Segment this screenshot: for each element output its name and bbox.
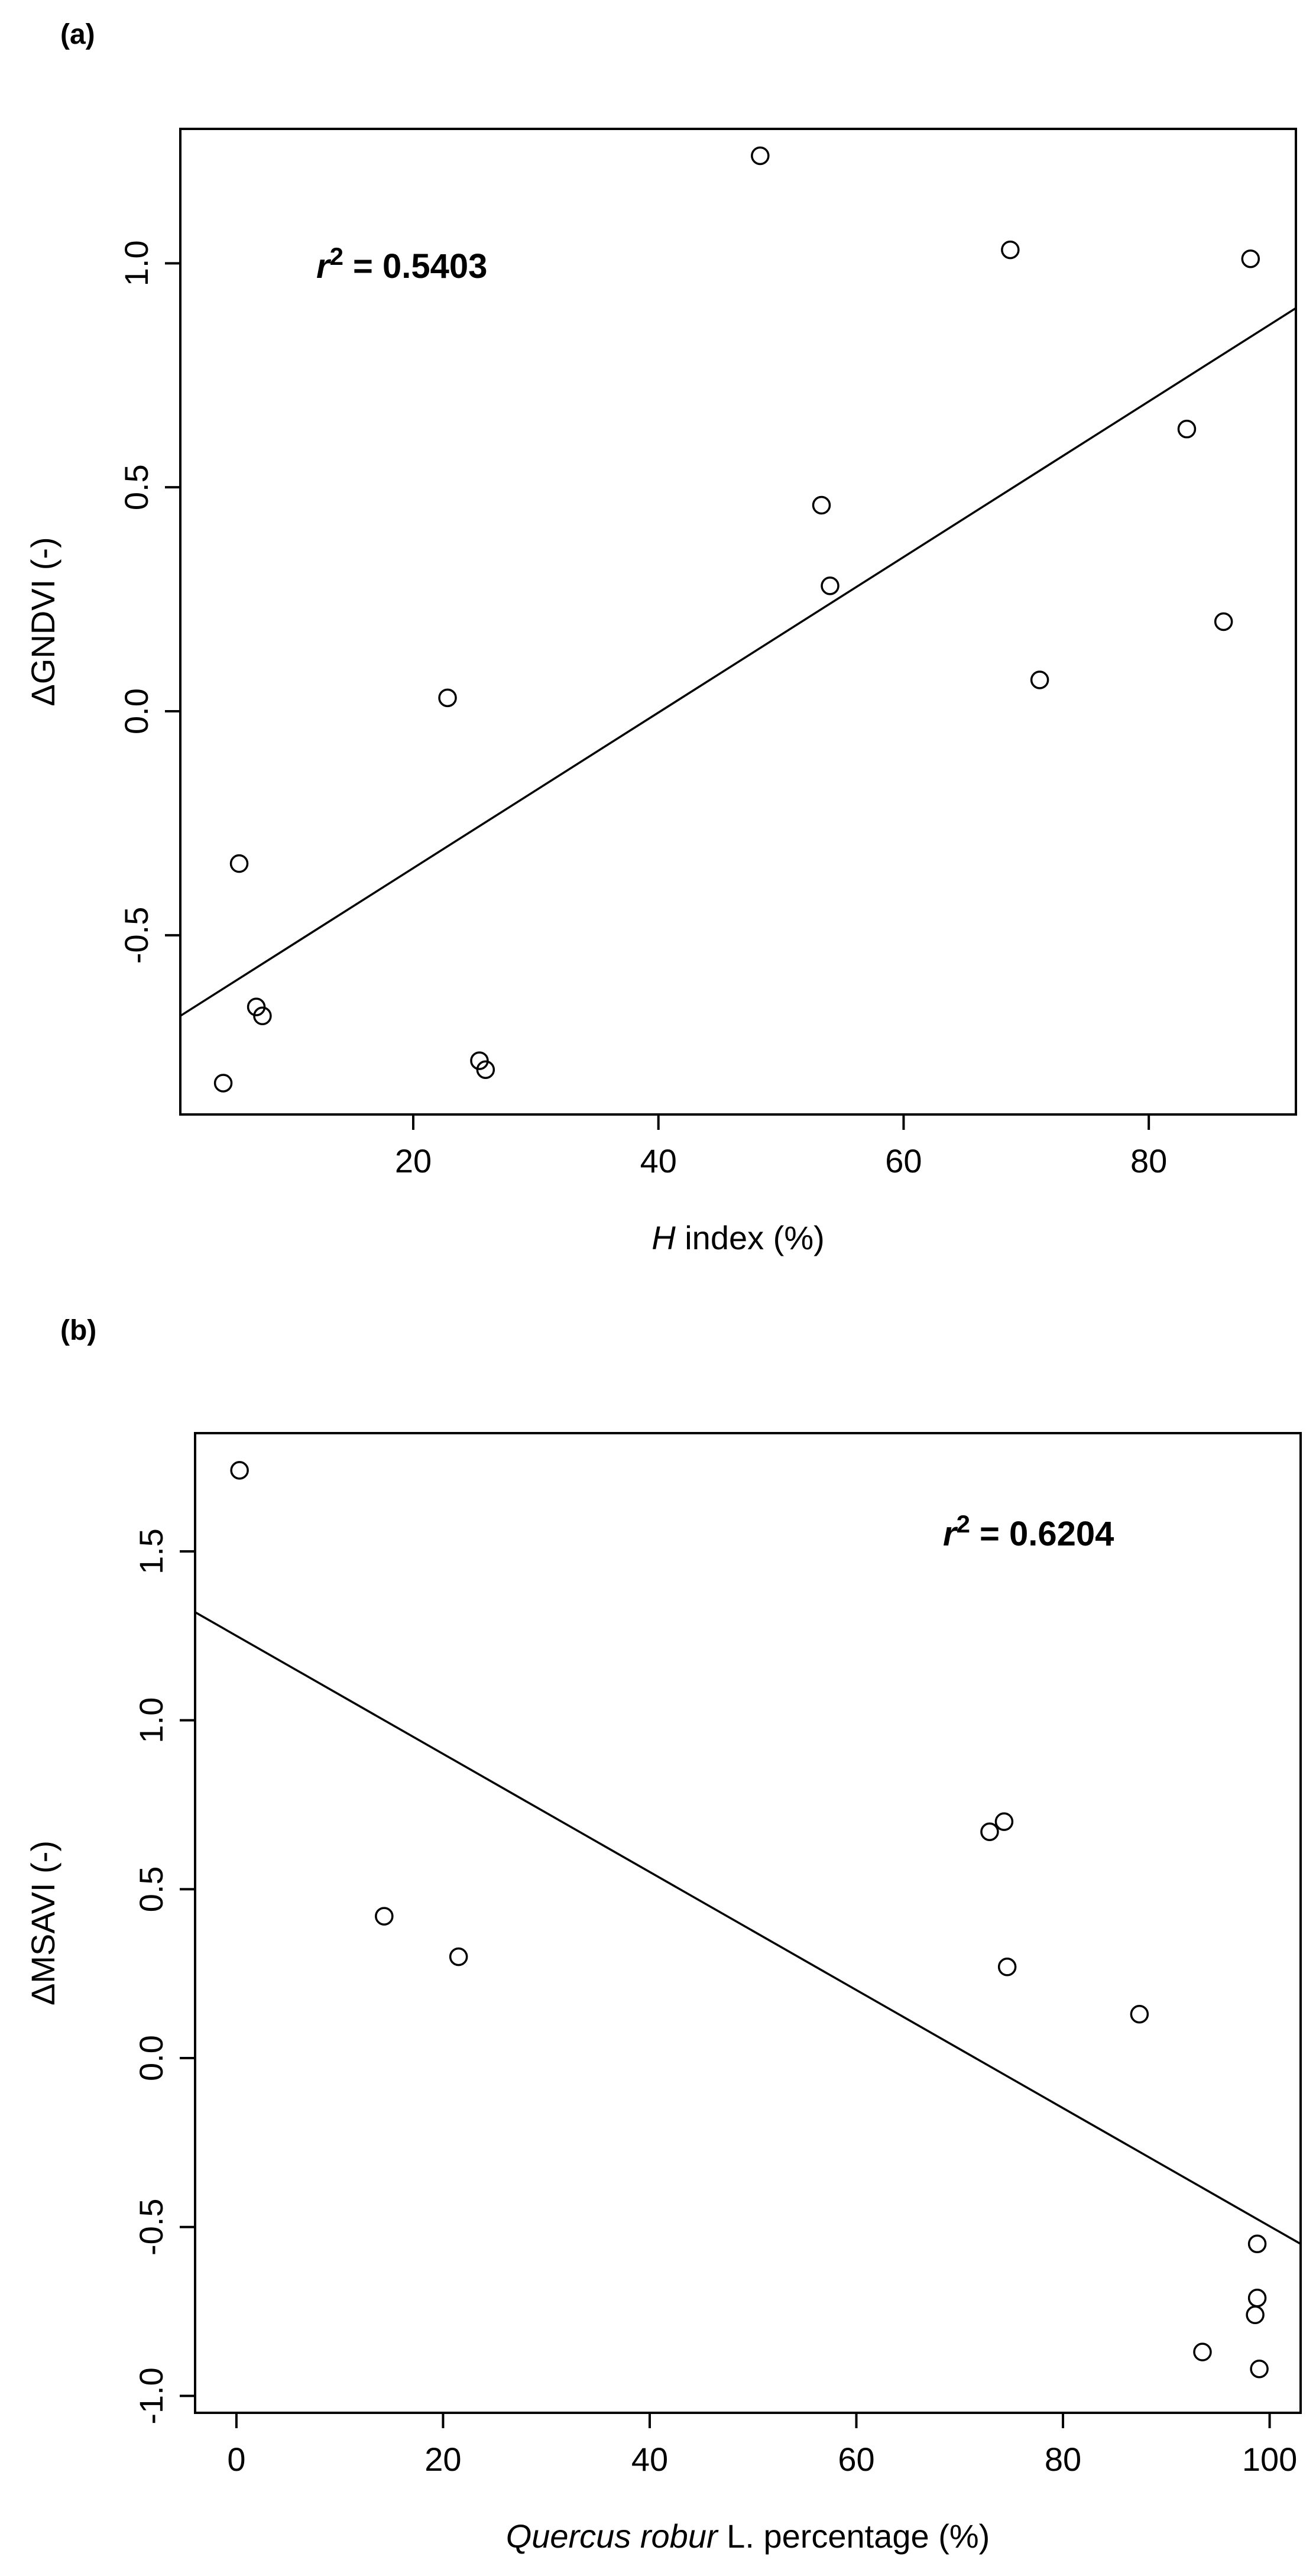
data-point-b-7: [1193, 2342, 1212, 2361]
y-tick-label-a-1: 0.0: [118, 688, 155, 734]
y-tick-label-b-0: -1.0: [132, 2367, 170, 2425]
y-tick-label-b-2: 0.0: [132, 2035, 170, 2081]
data-point-a-12: [1177, 419, 1197, 439]
data-point-a-14: [1241, 249, 1260, 268]
y-tick-label-b-5: 1.5: [132, 1528, 170, 1574]
scatter-panel-b: (b) 0 20 40 60 80 100 -1.0 -0.5 0.0 0.5 1.0 1.5 Querc…: [0, 1287, 1316, 2573]
x-tick-label-b-40: 40: [631, 2441, 668, 2478]
data-point-b-11: [1250, 2359, 1269, 2379]
chart-a-svg: (a) 20 40 60 80 -0.5 0.0 0.5 1.0 H index (%) ΔGNDV…: [24, 19, 1297, 1256]
x-tick-label-b-60: 60: [838, 2441, 874, 2478]
r-squared-annotation-a: r2 = 0.5403: [316, 242, 487, 286]
panel-label-b: (b): [60, 1315, 96, 1346]
plot-frame-a: [179, 128, 1297, 1116]
x-tick-label-a-60: 60: [885, 1142, 922, 1180]
x-tick-label-a-40: 40: [640, 1142, 677, 1180]
x-tick-label-b-0: 0: [227, 2441, 245, 2478]
data-point-a-9: [821, 576, 839, 595]
data-point-b-9: [1247, 2288, 1267, 2308]
x-tick-label-b-20: 20: [424, 2441, 461, 2478]
chart-b-svg: (b) 0 20 40 60 80 100 -1.0 -0.5 0.0 0.5 1.0 1.5 Querc…: [24, 1315, 1302, 2555]
scatter-panel-a: (a) 20 40 60 80 -0.5 0.0 0.5 1.0 H index (%) ΔGNDV…: [0, 0, 1316, 1287]
y-tick-label-a-0: -0.5: [118, 907, 155, 964]
data-point-b-6: [1130, 2005, 1149, 2024]
data-point-a-11: [1030, 670, 1049, 689]
data-point-b-10: [1247, 2234, 1267, 2254]
data-point-a-3: [253, 1006, 272, 1026]
y-tick-label-b-3: 0.5: [132, 1866, 170, 1912]
plot-frame-b: [194, 1432, 1302, 2414]
data-point-a-13: [1214, 612, 1233, 631]
data-point-a-4: [438, 688, 457, 708]
data-point-b-1: [375, 1907, 394, 1926]
x-tick-label-b-100: 100: [1242, 2441, 1297, 2478]
r-squared-annotation-b: r2 = 0.6204: [943, 1510, 1114, 1553]
data-point-a-0: [213, 1074, 233, 1093]
data-point-a-6: [476, 1060, 495, 1079]
data-point-a-10: [1001, 240, 1020, 260]
data-point-a-8: [812, 495, 831, 515]
y-axis-title-a: ΔGNDVI (-): [24, 537, 61, 706]
data-point-b-8: [1246, 2305, 1265, 2325]
regression-line-b: [195, 1611, 1301, 2245]
x-axis-title-b: Quercus robur L. percentage (%): [506, 2517, 990, 2555]
y-tick-label-b-1: -0.5: [132, 2198, 170, 2256]
x-axis-title-a: H index (%): [651, 1219, 825, 1256]
data-point-b-4: [994, 1812, 1014, 1831]
y-axis-title-b: ΔMSAVI (-): [24, 1841, 61, 2005]
data-point-a-7: [751, 146, 770, 166]
regression-line-a: [180, 307, 1296, 1017]
y-tick-label-a-3: 1.0: [118, 240, 155, 286]
data-point-b-5: [997, 1958, 1017, 1976]
y-tick-label-b-4: 1.0: [132, 1697, 170, 1744]
x-tick-label-a-80: 80: [1130, 1142, 1167, 1180]
data-point-b-2: [449, 1947, 468, 1966]
x-tick-label-a-20: 20: [395, 1142, 432, 1180]
x-tick-label-b-80: 80: [1045, 2441, 1081, 2478]
data-point-b-0: [230, 1461, 249, 1480]
y-tick-label-a-2: 0.5: [118, 464, 155, 510]
data-point-a-1: [229, 854, 249, 873]
data-point-b-3: [980, 1822, 999, 1841]
panel-label-a: (a): [60, 19, 95, 50]
